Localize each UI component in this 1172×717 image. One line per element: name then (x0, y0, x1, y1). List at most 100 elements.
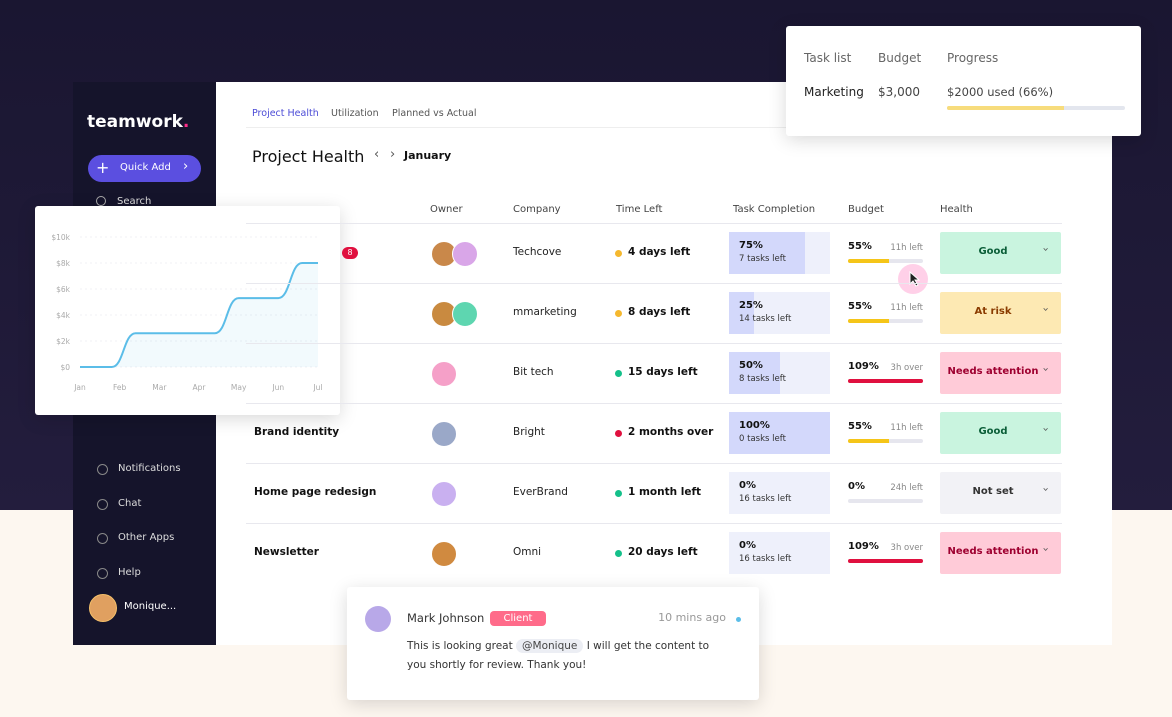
x-tick-label: Feb (113, 383, 127, 392)
time-dot (615, 490, 622, 497)
owner-avatar (431, 541, 457, 567)
column-header: Time Left (616, 204, 663, 215)
completion-box: 100% 0 tasks left (729, 412, 830, 454)
tab[interactable]: Project Health (252, 108, 319, 119)
tab[interactable]: Utilization (331, 108, 379, 119)
completion-box: 25% 14 tasks left (729, 292, 830, 334)
row-divider (246, 403, 1062, 404)
budget-bar (848, 319, 923, 323)
health-label: Needs attention (947, 366, 1039, 377)
tab[interactable]: Planned vs Actual (392, 108, 477, 119)
budget-bar (848, 379, 923, 383)
text-after: I will get the content to you shortly fo… (407, 640, 710, 671)
health-label: Good (978, 246, 1008, 257)
time: 10 mins ago (658, 611, 726, 624)
y-tick-label: $2k (56, 337, 71, 346)
row-divider (246, 523, 1062, 524)
health-pill[interactable]: At risk › (940, 292, 1061, 334)
health-pill[interactable]: Good › (940, 412, 1061, 454)
health-label: At risk (974, 306, 1012, 317)
budget-label: 55% (848, 301, 872, 312)
user-avatar (89, 594, 117, 622)
time-left: 2 months over (628, 426, 714, 438)
budget-label: 109% (848, 541, 879, 552)
completion-label: 100% (739, 420, 770, 431)
dropdown-chevron: › (1039, 487, 1053, 492)
time-left: 20 days left (628, 546, 698, 558)
time-dot (615, 430, 622, 437)
author: Mark Johnson (407, 611, 485, 625)
sidebar-item[interactable]: Other Apps (118, 532, 175, 543)
quick-add-button[interactable]: + Quick Add › (88, 155, 201, 182)
health-pill[interactable]: Needs attention › (940, 532, 1061, 574)
progress-fill (947, 106, 1065, 110)
budget-note: 3h over (890, 363, 923, 373)
completion-fill (729, 412, 830, 454)
logo-dot: . (182, 112, 190, 132)
completion-label: 0% (739, 540, 756, 551)
budget-label: 0% (848, 481, 865, 492)
progress-bar (947, 106, 1125, 110)
sidebar-icon (97, 567, 108, 579)
project-name: Brand identity (254, 426, 340, 438)
user-name[interactable]: Monique... (124, 601, 177, 612)
completion-label: 25% (739, 300, 763, 311)
card-cell: $3,000 (878, 85, 920, 99)
sidebar-icon (97, 498, 108, 510)
chevron: › (183, 159, 189, 174)
area (80, 263, 318, 367)
completion-label: 75% (739, 240, 763, 251)
tabs-divider (246, 127, 1062, 128)
line (80, 262, 318, 368)
project-name: Home page redesign (254, 486, 377, 498)
tasks-left: 16 tasks left (739, 554, 792, 564)
x-tick-label: Jan (73, 383, 86, 392)
health-label: Good (978, 426, 1008, 437)
row-divider (246, 283, 1062, 284)
time-left: 8 days left (628, 306, 691, 318)
budget-note: 11h left (890, 303, 923, 313)
logo-text: teamwork (87, 112, 183, 132)
completion-label: 50% (739, 360, 763, 371)
time-dot (615, 550, 622, 557)
health-pill[interactable]: Needs attention › (940, 352, 1061, 394)
cursor (909, 271, 920, 287)
chart: $0 $2k $4k $6k $8k $10k Jan Feb Mar Apr May Jun Jul (51, 233, 322, 392)
dropdown-chevron: › (1039, 247, 1053, 252)
search-label[interactable]: Search (117, 196, 152, 207)
budget-bar (848, 559, 923, 563)
card-header: Progress (947, 51, 999, 65)
prev-arrow[interactable]: ‹ (374, 147, 380, 162)
company: Bit tech (513, 366, 554, 378)
plus-icon: + (96, 158, 110, 177)
y-tick-label: $0 (60, 363, 70, 372)
sidebar-item[interactable]: Notifications (118, 463, 181, 474)
owner-avatar (431, 421, 457, 447)
health-pill[interactable]: Not set › (940, 472, 1061, 514)
completion-fill (729, 292, 755, 334)
completion-box: 50% 8 tasks left (729, 352, 830, 394)
tasks-left: 16 tasks left (739, 494, 792, 504)
budget-bar (848, 439, 923, 443)
row-divider (246, 463, 1062, 464)
card-header: Budget (878, 51, 922, 65)
budget-label: 109% (848, 361, 879, 372)
health-pill[interactable]: Good › (940, 232, 1061, 274)
next-arrow[interactable]: › (390, 147, 396, 162)
health-label: Needs attention (947, 546, 1039, 557)
sidebar-item[interactable]: Chat (118, 497, 142, 509)
completion-fill (729, 232, 805, 274)
sidebar-item[interactable]: Help (118, 566, 141, 578)
tag: Client (490, 611, 546, 626)
tasks-left: 14 tasks left (739, 314, 792, 324)
budget-label: 55% (848, 241, 872, 252)
time-dot (615, 250, 622, 257)
x-tick-label: Apr (193, 383, 207, 392)
completion-box: 0% 16 tasks left (729, 472, 830, 514)
owner-avatar (452, 301, 478, 327)
column-header: Owner (430, 204, 463, 215)
budget-fill (848, 559, 923, 563)
y-tick-label: $6k (56, 285, 71, 294)
completion-box: 75% 7 tasks left (729, 232, 830, 274)
x-tick-label: May (231, 383, 247, 392)
